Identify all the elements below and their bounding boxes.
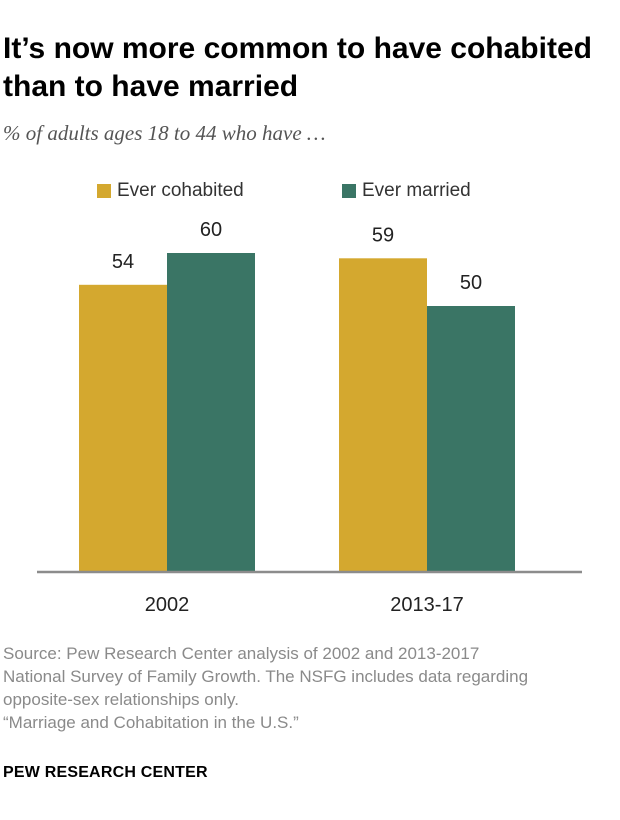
- legend-item-ever-married: Ever married: [342, 180, 471, 202]
- legend-label-ever-married: Ever married: [362, 180, 471, 201]
- value-label-ever-married-2013-17: 50: [460, 272, 482, 294]
- chart-subtitle: % of adults ages 18 to 44 who have …: [3, 121, 326, 145]
- legend-label-ever-cohabited: Ever cohabited: [117, 180, 244, 201]
- legend: Ever cohabited Ever married: [0, 180, 620, 204]
- bar-ever-cohabited-2013-17: [339, 258, 427, 571]
- legend-item-ever-cohabited: Ever cohabited: [97, 180, 244, 202]
- legend-swatch-ever-married: [342, 184, 356, 198]
- source-line-2: National Survey of Family Growth. The NS…: [3, 667, 529, 686]
- category-label-2002: 2002: [145, 594, 190, 616]
- legend-swatch-ever-cohabited: [97, 184, 111, 198]
- category-label-2013-17: 2013-17: [390, 594, 463, 616]
- value-label-ever-cohabited-2013-17: 59: [372, 224, 394, 246]
- footer-notes: Source: Pew Research Center analysis of …: [3, 642, 615, 734]
- chart-title: It’s now more common to have cohabited t…: [3, 32, 592, 103]
- source-line-3: opposite-sex relationships only.: [3, 690, 239, 709]
- bar-ever-married-2002: [167, 253, 255, 571]
- source-line-1: Source: Pew Research Center analysis of …: [3, 644, 480, 663]
- report-title-line: “Marriage and Cohabitation in the U.S.”: [3, 713, 299, 732]
- value-label-ever-cohabited-2002: 54: [112, 251, 134, 273]
- value-label-ever-married-2002: 60: [200, 219, 222, 241]
- bar-ever-cohabited-2002: [79, 284, 167, 571]
- bar-chart: 54 60 2002 59 50 2013-17: [37, 219, 582, 616]
- organization-name: PEW RESEARCH CENTER: [3, 764, 208, 781]
- bar-ever-married-2013-17: [427, 306, 515, 571]
